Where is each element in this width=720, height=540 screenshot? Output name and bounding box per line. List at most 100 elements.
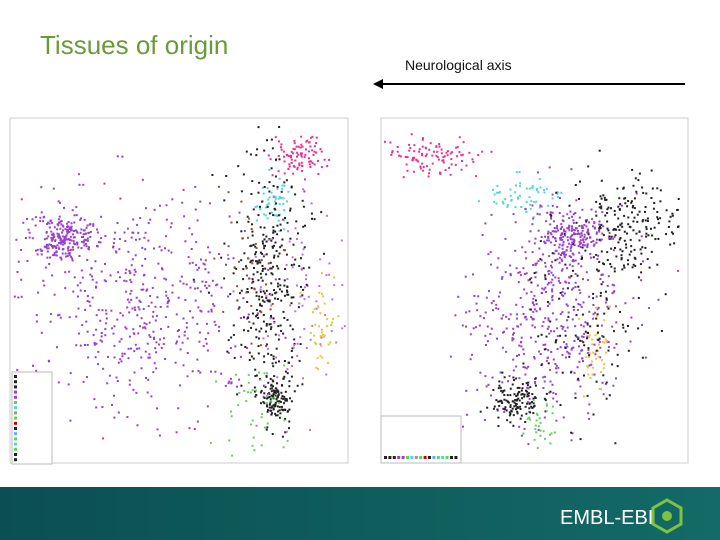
cloud-dot [251, 223, 253, 226]
cloud-dot [527, 443, 530, 446]
cloud-dot [148, 356, 151, 359]
cloud-dot [561, 294, 564, 297]
cloud-dot [292, 296, 295, 299]
cloud-dot [71, 246, 74, 249]
cloud-dot [230, 410, 232, 413]
cloud-dot [304, 224, 306, 227]
cloud-dot [505, 399, 508, 402]
cloud-dot [66, 255, 69, 258]
cloud-dot [52, 237, 54, 240]
cloud-dot [454, 314, 457, 317]
cloud-dot [261, 265, 264, 267]
cloud-dot [597, 269, 600, 272]
cloud-dot [587, 347, 590, 350]
cloud-dot [149, 336, 152, 338]
cloud-dot [559, 346, 562, 349]
cloud-dot [598, 206, 601, 209]
cloud-dot [249, 245, 252, 247]
cloud-dot [525, 200, 528, 203]
cloud-dot [280, 299, 283, 302]
cloud-dot [561, 291, 564, 293]
cloud-dot [537, 428, 540, 431]
cloud-dot [242, 297, 245, 300]
cloud-dot [539, 258, 542, 261]
cloud-dot [617, 217, 620, 220]
cloud-dot [158, 434, 161, 437]
cloud-dot [253, 288, 256, 291]
cloud-dot [145, 207, 147, 210]
cloud-dot [100, 215, 103, 218]
cloud-dot [254, 253, 257, 256]
cloud-dot [331, 298, 334, 301]
cloud-dot [533, 294, 536, 297]
cloud-dot [589, 256, 592, 259]
cloud-dot [259, 303, 262, 306]
cloud-dot [83, 218, 86, 221]
cloud-dot [236, 285, 239, 288]
cloud-dot [535, 419, 538, 422]
cloud-dot [265, 397, 268, 400]
cloud-dot [428, 148, 431, 151]
cloud-dot [131, 307, 134, 310]
cloud-dot [522, 352, 525, 355]
cloud-dot [286, 368, 289, 371]
cloud-dot [449, 173, 452, 176]
cloud-dot [270, 138, 273, 141]
cloud-dot [570, 275, 573, 278]
cloud-dot [300, 161, 303, 164]
cloud-dot [149, 294, 152, 297]
cloud-dot [577, 338, 580, 341]
cloud-dot [69, 226, 71, 229]
cloud-dot [550, 233, 553, 236]
cloud-dot [637, 327, 640, 330]
cloud-dot [260, 304, 263, 307]
cloud-dot [521, 387, 524, 390]
cloud-dot [558, 212, 561, 214]
cloud-dot [303, 286, 306, 289]
cloud-dot [315, 342, 318, 345]
cloud-dot [568, 255, 571, 258]
cloud-dot [560, 258, 563, 261]
cloud-dot [501, 391, 504, 394]
cloud-dot [544, 437, 546, 440]
cloud-dot [669, 215, 672, 218]
cloud-dot [518, 399, 521, 402]
cloud-dot [94, 356, 97, 359]
cloud-dot [560, 325, 563, 328]
cloud-dot [648, 266, 651, 269]
cloud-dot [513, 405, 516, 408]
cloud-dot [64, 238, 67, 241]
cloud-dot [475, 175, 478, 178]
cloud-dot [491, 188, 494, 191]
cloud-dot [256, 205, 259, 208]
cloud-dot [290, 400, 293, 403]
cloud-dot [535, 200, 538, 203]
cloud-dot [615, 377, 617, 380]
cloud-dot [48, 226, 51, 229]
cloud-dot [260, 311, 263, 314]
cloud-dot [539, 429, 542, 432]
cloud-dot [67, 249, 70, 252]
cloud-dot [586, 337, 589, 340]
cloud-dot [567, 227, 570, 230]
cloud-dot [80, 269, 83, 272]
cloud-dot [104, 309, 107, 312]
cloud-dot [551, 299, 554, 302]
cloud-dot [512, 332, 515, 334]
cloud-dot [265, 395, 268, 398]
cloud-dot [596, 238, 598, 241]
cloud-dot [555, 393, 557, 396]
cloud-dot [112, 332, 115, 335]
cloud-dot [220, 286, 223, 289]
cloud-dot [530, 281, 533, 284]
cloud-dot [266, 372, 268, 375]
cloud-dot [424, 155, 427, 158]
cloud-dot [309, 166, 312, 168]
cloud-dot [260, 416, 263, 419]
cloud-dot [227, 245, 230, 248]
cloud-dot [457, 295, 460, 298]
cloud-dot [556, 192, 559, 195]
cloud-dot [263, 254, 266, 257]
cloud-dot [116, 380, 119, 382]
cloud-dot [519, 341, 522, 344]
